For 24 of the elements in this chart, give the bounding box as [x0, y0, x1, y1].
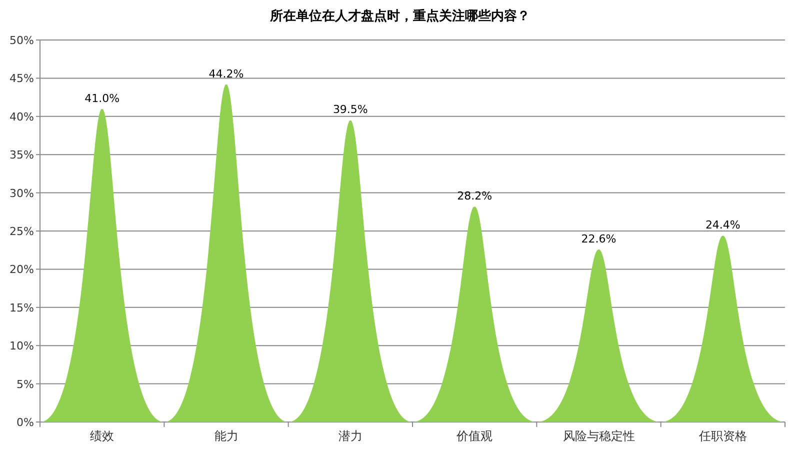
y-tick-label: 35%	[10, 148, 34, 162]
y-tick-label: 30%	[10, 186, 34, 200]
y-tick-label: 10%	[10, 340, 34, 353]
y-tick-label: 40%	[10, 110, 34, 124]
x-tick-label: 价值观	[456, 429, 493, 443]
data-label: 22.6%	[581, 232, 616, 246]
y-tick-label: 15%	[10, 301, 34, 314]
data-label: 41.0%	[84, 92, 120, 105]
y-tick-label: 0%	[16, 416, 34, 429]
y-tick-label: 50%	[10, 34, 34, 47]
chart-title: 所在单位在人才盘点时，重点关注哪些内容？	[269, 8, 530, 24]
y-tick-label: 45%	[10, 72, 34, 86]
x-tick-label: 能力	[214, 429, 238, 443]
y-tick-label: 25%	[10, 225, 34, 238]
x-tick-label: 任职资格	[698, 429, 747, 443]
data-label: 28.2%	[457, 190, 492, 203]
data-label: 44.2%	[208, 67, 244, 80]
x-tick-label: 风险与稳定性	[562, 429, 635, 443]
x-tick-label: 潜力	[338, 429, 362, 443]
y-tick-label: 20%	[10, 263, 34, 276]
data-label: 24.4%	[705, 218, 740, 232]
data-label: 39.5%	[332, 103, 368, 116]
x-tick-label: 绩效	[90, 429, 114, 443]
y-tick-label: 5%	[16, 378, 34, 391]
